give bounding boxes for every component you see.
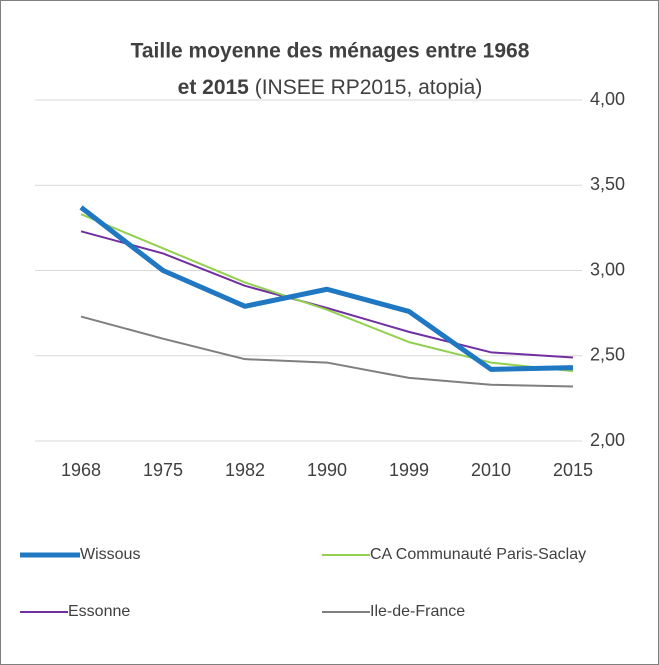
x-tick-label: 1982 xyxy=(225,460,265,480)
legend-label: Ile-de-France xyxy=(370,603,465,620)
y-tick-label: 3,00 xyxy=(590,259,625,279)
legend-label: CA Communauté Paris-Saclay xyxy=(370,546,586,563)
x-tick-label: 2010 xyxy=(471,460,511,480)
chart-title: Taille moyenne des ménages entre 1968 xyxy=(131,40,530,63)
series-line xyxy=(80,230,574,359)
chart-title-line: et 2015 (INSEE RP2015, atopia) xyxy=(178,76,483,99)
chart-title: et 2015 xyxy=(178,76,250,99)
chart-subtitle: (INSEE RP2015, atopia) xyxy=(255,76,483,99)
y-tick-label: 2,00 xyxy=(590,430,625,450)
y-tick-label: 2,50 xyxy=(590,345,625,365)
y-tick-label: 3,50 xyxy=(590,174,625,194)
legend-label: Wissous xyxy=(80,546,140,563)
x-tick-label: 2015 xyxy=(553,460,593,480)
legend-label: Essonne xyxy=(68,603,130,620)
series-line xyxy=(80,213,574,373)
y-tick-label: 4,00 xyxy=(590,89,625,109)
x-tick-label: 1990 xyxy=(307,460,347,480)
series-line xyxy=(80,315,574,388)
x-tick-label: 1999 xyxy=(389,460,429,480)
x-tick-label: 1975 xyxy=(143,460,183,480)
x-tick-label: 1968 xyxy=(61,460,101,480)
series-line xyxy=(79,205,574,372)
